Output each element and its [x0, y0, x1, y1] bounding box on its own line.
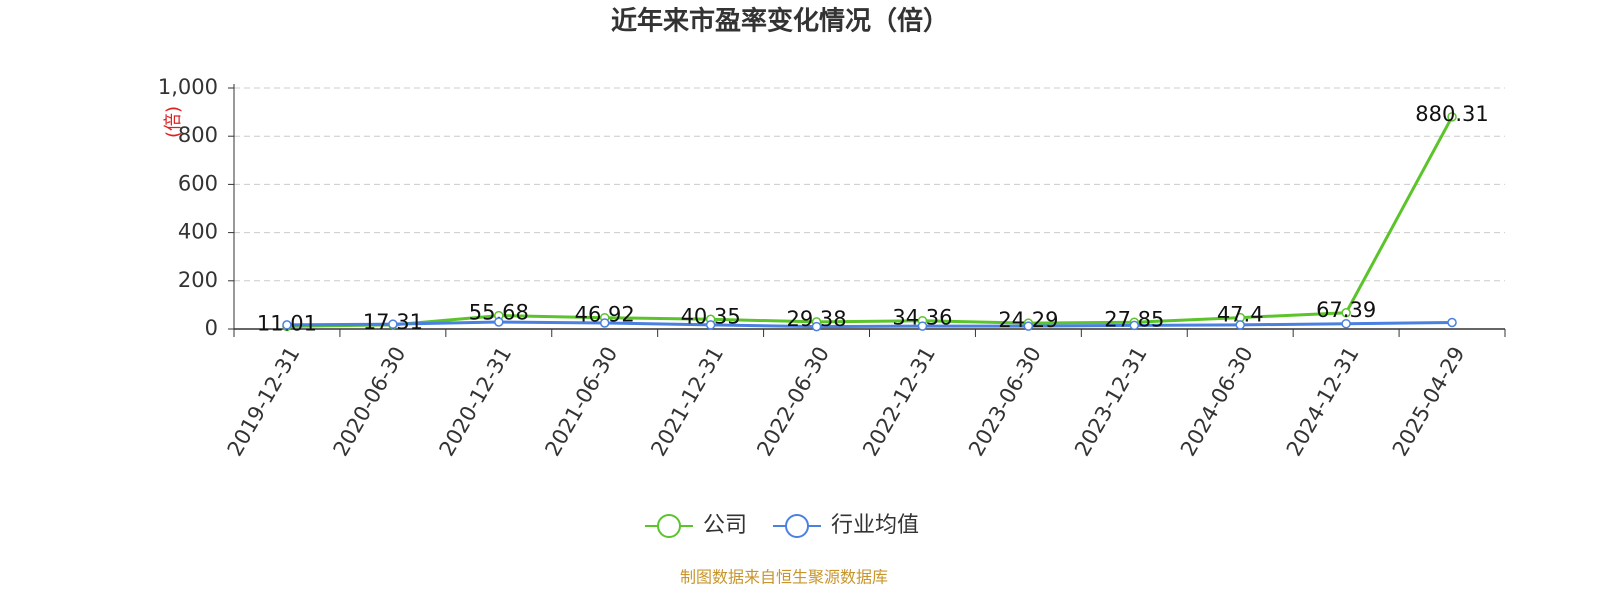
point	[917, 321, 928, 331]
point	[1447, 317, 1457, 328]
y-tick-label: 1,000	[158, 75, 218, 99]
point	[1129, 320, 1140, 331]
y-tick-label: 400	[178, 220, 218, 244]
point	[705, 320, 716, 330]
y-tick-label: 800	[178, 123, 218, 147]
x-tick-label: 2023-06-30	[964, 343, 1046, 461]
y-axis-label: (倍)	[163, 106, 184, 138]
point	[599, 318, 610, 328]
x-tick-label: 2024-12-31	[1282, 343, 1364, 461]
x-tick-label: 2023-12-31	[1070, 343, 1152, 461]
y-tick-label: 0	[205, 316, 218, 340]
x-tick-label: 2021-06-30	[540, 343, 622, 461]
legend-marker	[785, 514, 810, 538]
x-tick-label: 2022-06-30	[752, 343, 834, 461]
point	[494, 317, 504, 327]
point	[1235, 320, 1245, 330]
chart-title: 近年来市盈率变化情况（倍）	[611, 6, 949, 37]
point	[1341, 318, 1351, 329]
point	[1341, 308, 1351, 318]
x-tick-label: 2020-12-31	[435, 342, 517, 460]
series-line	[286, 116, 1454, 328]
point	[282, 320, 292, 330]
x-tick-label: 2021-12-31	[646, 343, 728, 461]
x-tick-label: 2019-12-31	[223, 343, 305, 461]
y-tick-label: 600	[178, 171, 218, 195]
y-tick-label: 200	[178, 268, 218, 292]
legend-marker	[657, 514, 681, 538]
point	[1023, 321, 1034, 331]
legend-label: 行业均值	[831, 513, 919, 538]
x-tick-label: 2024-06-30	[1176, 343, 1258, 461]
x-tick-label: 2020-06-30	[329, 343, 411, 461]
x-tick-label: 2022-12-31	[858, 342, 940, 460]
point	[811, 321, 822, 332]
source-note: 制图数据来自恒生聚源数据库	[680, 568, 888, 587]
point	[1447, 112, 1457, 122]
data-label: 880.31	[1415, 102, 1488, 126]
legend-label: 公司	[703, 513, 747, 538]
data-label: 67.39	[1316, 298, 1376, 322]
point	[388, 319, 398, 329]
series-line	[286, 320, 1453, 329]
x-tick-label: 2025-04-29	[1388, 343, 1470, 461]
